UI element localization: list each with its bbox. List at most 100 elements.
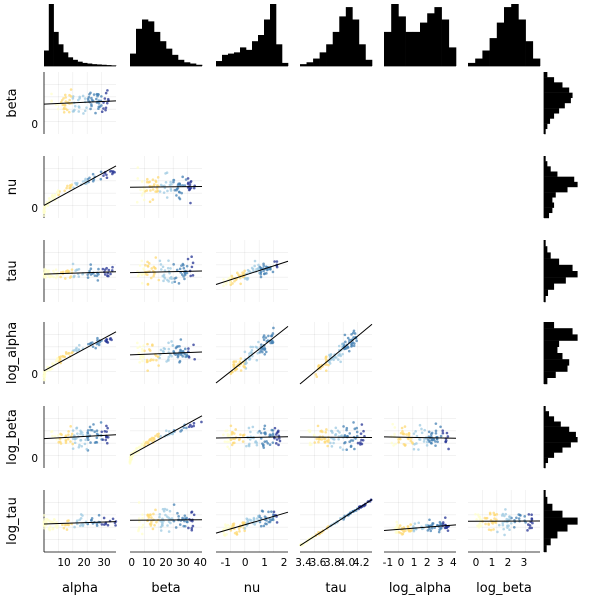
x-axis-label-alpha: alpha (62, 581, 98, 596)
hist-bar-log_alpha (427, 13, 435, 66)
scatter-point (229, 372, 232, 375)
regression-line (44, 166, 116, 205)
hist-bar-log_beta (518, 20, 526, 67)
scatter-point (409, 523, 412, 526)
x-tick-label: 4 (450, 557, 457, 569)
scatter-point (50, 275, 53, 278)
scatter-point (239, 360, 242, 363)
scatter-point (263, 272, 266, 275)
scatter-point (272, 332, 275, 335)
scatter-point (48, 526, 51, 529)
scatter-point (224, 523, 227, 526)
scatter-point (62, 355, 65, 358)
margin-bar-tau_margin (544, 265, 573, 271)
scatter-point (167, 267, 170, 270)
scatter-point (141, 282, 144, 285)
scatter-point (355, 340, 358, 343)
scatter-point (505, 518, 508, 521)
margin-bar-beta_margin (544, 113, 554, 118)
scatter-point (139, 264, 142, 267)
margin-bar-nu_margin (544, 166, 551, 171)
scatter-point (264, 522, 267, 525)
scatter-point (405, 433, 408, 436)
scatter-point (447, 435, 450, 438)
scatter-point (184, 514, 187, 517)
scatter-point (339, 360, 342, 363)
scatter-point (91, 341, 94, 344)
scatter-point (272, 271, 275, 274)
scatter-point (263, 440, 266, 443)
scatter-point (110, 339, 113, 342)
scatter-point (439, 425, 442, 428)
scatter-point (238, 530, 241, 533)
scatter-point (86, 273, 89, 276)
hist-bar-tau (326, 44, 333, 66)
scatter-point (78, 96, 81, 99)
scatter-point (43, 527, 46, 530)
scatter-point (259, 271, 262, 274)
scatter-point (97, 93, 100, 96)
scatter-point (231, 525, 234, 528)
scatter-point (137, 166, 140, 169)
scatter-point (154, 256, 157, 259)
scatter-point (87, 343, 90, 346)
scatter-point (224, 440, 227, 443)
hist-bar-nu (246, 50, 252, 66)
scatter-point (51, 430, 54, 433)
scatter-point (248, 445, 251, 448)
scatter-point (84, 439, 87, 442)
scatter-point (76, 432, 79, 435)
scatter-point (64, 107, 67, 110)
scatter-point (182, 350, 185, 353)
margin-bar-nu_margin (544, 161, 547, 166)
scatter-point (183, 267, 186, 270)
scatter-point (150, 267, 153, 270)
scatter-point (325, 363, 328, 366)
scatter-point (428, 431, 431, 434)
scatter-point (94, 274, 97, 277)
margin-bar-log_alpha_margin (544, 322, 554, 328)
scatter-point (159, 260, 162, 263)
scatter-point (355, 427, 358, 430)
scatter-point (269, 433, 272, 436)
scatter-point (54, 435, 57, 438)
scatter-point (487, 523, 490, 526)
scatter-point (170, 276, 173, 279)
scatter-point (189, 188, 192, 191)
scatter-point (96, 436, 99, 439)
scatter-point (352, 421, 355, 424)
scatter-point (74, 438, 77, 441)
scatter-point (169, 184, 172, 187)
scatter-point (356, 431, 359, 434)
scatter-point (152, 513, 155, 516)
scatter-point (474, 513, 477, 516)
scatter-point (152, 275, 155, 278)
scatter-point (157, 432, 160, 435)
scatter-point (175, 526, 178, 529)
scatter-point (270, 429, 273, 432)
scatter-point (345, 448, 348, 451)
scatter-point (193, 513, 196, 516)
scatter-point (79, 433, 82, 436)
scatter-point (420, 428, 423, 431)
margin-bar-log_tau_margin (544, 538, 551, 545)
scatter-point (350, 445, 353, 448)
scatter-point (242, 440, 245, 443)
hist-bar-beta (160, 41, 166, 66)
scatter-point (177, 515, 180, 518)
scatter-point (404, 529, 407, 532)
scatter-point (440, 527, 443, 530)
margin-bar-log_beta_margin (544, 411, 549, 416)
scatter-point (152, 528, 155, 531)
hist-bar-log_beta (533, 59, 541, 66)
scatter-point (348, 350, 351, 353)
scatter-point (96, 524, 99, 527)
scatter-point (73, 275, 76, 278)
scatter-point (64, 277, 67, 280)
scatter-point (479, 525, 482, 528)
scatter-point (187, 258, 190, 261)
scatter-point (77, 110, 80, 113)
scatter-point (160, 526, 163, 529)
scatter-point (148, 262, 151, 265)
hist-bar-beta (154, 32, 160, 66)
